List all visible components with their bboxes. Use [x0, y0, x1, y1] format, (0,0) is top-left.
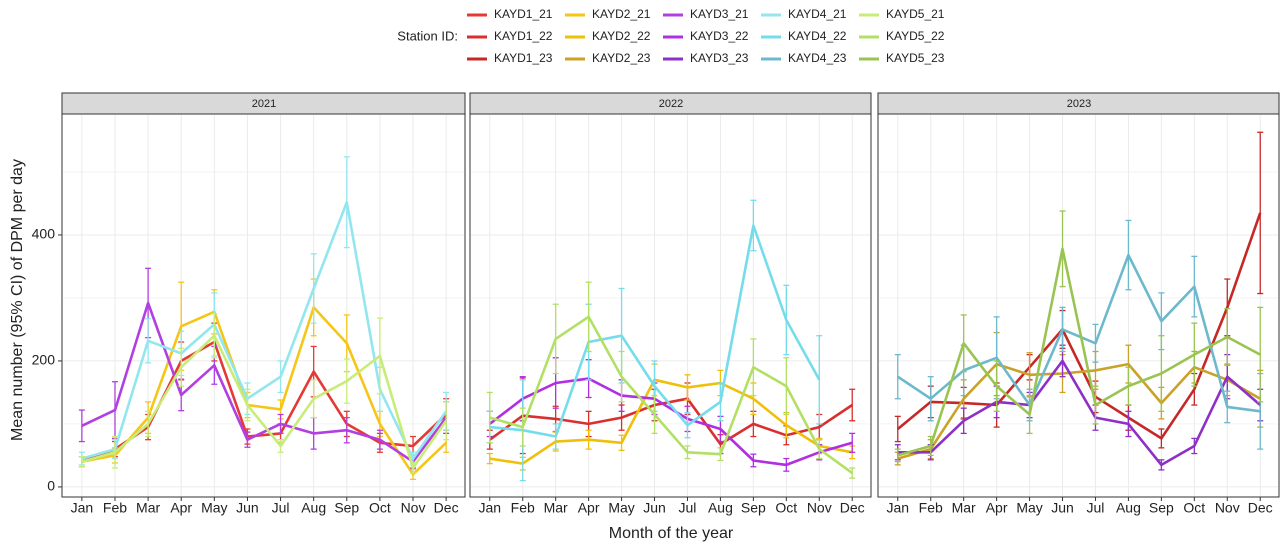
x-tick-label: Nov	[807, 500, 832, 516]
x-tick-label: Jun	[643, 500, 666, 516]
x-tick-label: Apr	[170, 500, 192, 516]
data-line	[489, 315, 853, 475]
legend-label: KAYD1_21	[494, 7, 553, 21]
error-bar	[443, 401, 450, 441]
strip-label: 2023	[1067, 98, 1091, 110]
data-line	[81, 306, 447, 476]
data-line	[897, 247, 1261, 457]
x-tick-label: Apr	[578, 500, 600, 516]
data-line	[896, 212, 1262, 440]
data-line	[897, 253, 1261, 413]
data-line	[897, 359, 1262, 467]
x-tick-label: Feb	[103, 500, 127, 516]
legend-label: KAYD2_21	[592, 7, 651, 21]
x-tick-label: Apr	[986, 500, 1008, 516]
error-bar	[894, 415, 901, 443]
error-bar	[486, 452, 493, 465]
data-line	[489, 378, 853, 465]
panel	[877, 113, 1280, 498]
legend-label: KAYD5_22	[886, 29, 945, 43]
x-tick-label: Feb	[511, 500, 535, 516]
x-tick-label: Dec	[840, 500, 865, 516]
y-axis-label: Mean number (95% CI) of DPM per day	[9, 159, 26, 441]
x-tick-label: Oct	[775, 500, 797, 516]
x-tick-label: Sep	[1149, 500, 1174, 516]
strip-label: 2021	[252, 98, 276, 110]
data-line	[489, 377, 853, 467]
legend-label: KAYD1_22	[494, 29, 553, 43]
x-tick-label: Oct	[369, 500, 391, 516]
legend-label: KAYD3_23	[690, 51, 749, 65]
data-line	[489, 397, 853, 446]
x-tick-label: Feb	[919, 500, 943, 516]
x-tick-label: May	[1016, 500, 1042, 516]
x-tick-label: Jun	[236, 500, 259, 516]
x-tick-label: Aug	[301, 500, 326, 516]
x-axis-label: Month of the year	[609, 525, 734, 542]
x-tick-label: Sep	[741, 500, 766, 516]
x-tick-label: Sep	[334, 500, 359, 516]
x-tick-label: Oct	[1183, 500, 1205, 516]
x-tick-label: Aug	[1116, 500, 1141, 516]
x-tick-label: May	[608, 500, 634, 516]
legend-label: KAYD4_21	[788, 7, 847, 21]
error-bar	[1257, 306, 1264, 403]
x-tick-label: Dec	[434, 500, 459, 516]
legend-label: KAYD5_21	[886, 7, 945, 21]
x-tick-label: Jul	[272, 500, 290, 516]
x-tick-label: May	[201, 500, 227, 516]
legend-label: KAYD3_22	[690, 29, 749, 43]
error-bar	[849, 467, 856, 479]
x-tick-label: Nov	[1215, 500, 1240, 516]
strip-label: 2022	[659, 98, 683, 110]
data-line	[81, 200, 448, 460]
legend-label: KAYD3_21	[690, 7, 749, 21]
strip	[61, 92, 466, 115]
legend-label: KAYD4_22	[788, 29, 847, 43]
error-bar	[78, 456, 85, 468]
x-tick-label: Jul	[679, 500, 697, 516]
strip	[469, 92, 872, 115]
legend-label: KAYD2_22	[592, 29, 651, 43]
error-bar	[486, 391, 493, 444]
error-bar	[894, 353, 901, 400]
data-line	[81, 301, 448, 463]
error-bar	[816, 335, 823, 425]
data-line	[489, 224, 821, 438]
data-line	[81, 334, 448, 470]
x-tick-label: Nov	[401, 500, 426, 516]
error-bar	[849, 388, 856, 422]
legend-label: KAYD5_23	[886, 51, 945, 65]
x-tick-label: Mar	[952, 500, 976, 516]
x-tick-label: Mar	[136, 500, 160, 516]
x-tick-label: Dec	[1248, 500, 1273, 516]
y-tick-label: 200	[32, 352, 56, 368]
x-tick-label: Jan	[886, 500, 909, 516]
y-tick-label: 400	[32, 226, 56, 242]
legend-label: KAYD2_23	[592, 51, 651, 65]
x-tick-label: Jan	[478, 500, 501, 516]
error-bar	[894, 448, 901, 463]
data-line	[897, 362, 1261, 460]
error-bar	[849, 432, 856, 453]
x-tick-label: Mar	[544, 500, 568, 516]
x-tick-label: Aug	[708, 500, 733, 516]
legend-title: Station ID:	[397, 28, 458, 43]
x-tick-label: Jan	[71, 500, 94, 516]
x-tick-label: Jun	[1051, 500, 1074, 516]
error-bar	[78, 409, 85, 443]
x-tick-label: Jul	[1087, 500, 1105, 516]
strip	[877, 92, 1280, 115]
legend-label: KAYD4_23	[788, 51, 847, 65]
y-tick-label: 0	[47, 478, 55, 494]
error-bar	[1257, 131, 1264, 295]
legend-label: KAYD1_23	[494, 51, 553, 65]
